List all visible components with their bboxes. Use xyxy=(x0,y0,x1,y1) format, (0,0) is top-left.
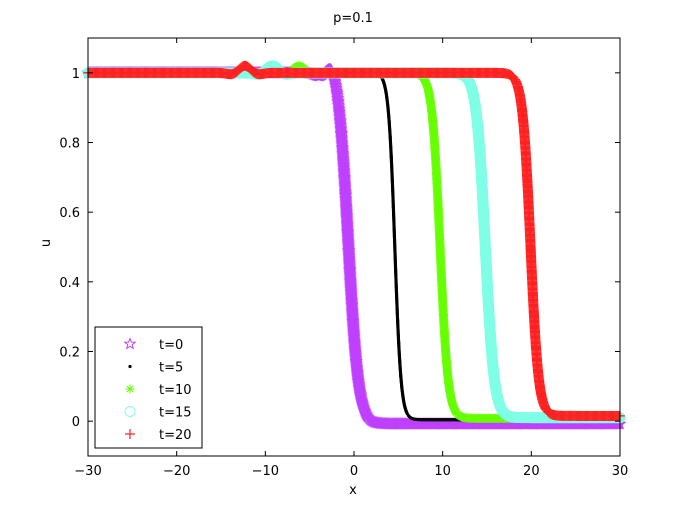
x-tick-label: 20 xyxy=(523,464,540,479)
x-tick-label: 30 xyxy=(612,464,629,479)
point-t-20 xyxy=(509,74,520,85)
legend-box xyxy=(94,326,203,449)
point-t-10 xyxy=(419,75,429,85)
x-tick-label: 10 xyxy=(434,464,451,479)
legend-marker xyxy=(125,429,135,439)
x-tick-label: 0 xyxy=(350,464,358,479)
y-tick-label: 0.6 xyxy=(59,206,80,221)
x-axis-label: x xyxy=(349,483,357,498)
legend-marker xyxy=(128,364,132,369)
series-t-20 xyxy=(83,60,625,421)
axes: −30 −20 −10 0 10 20 30 0 0.2 0.4 0.6 0.8 1 xyxy=(59,37,629,479)
x-tick-label: −30 xyxy=(74,464,101,479)
chart-title: p=0.1 xyxy=(333,11,373,26)
legend: t=0 t=5 t=10 t=15 t=20 xyxy=(94,326,203,449)
plot-area xyxy=(81,60,627,430)
y-tick-label: 1 xyxy=(72,67,80,82)
legend-marker xyxy=(124,406,136,417)
legend-label: t=15 xyxy=(159,406,192,421)
y-tick-label: 0.4 xyxy=(59,276,80,291)
y-tick-label: 0.2 xyxy=(59,346,80,361)
legend-label: t=5 xyxy=(159,361,183,376)
point-t-20 xyxy=(510,75,521,86)
legend-label: t=10 xyxy=(159,383,192,398)
legend-label: t=0 xyxy=(159,338,183,353)
y-axis-label: u xyxy=(39,239,54,247)
y-tick-label: 0 xyxy=(72,415,80,430)
x-tick-label: −10 xyxy=(252,464,279,479)
y-tick-label: 0.8 xyxy=(59,137,80,152)
legend-marker xyxy=(125,384,135,394)
x-tick-label: −20 xyxy=(163,464,190,479)
point-t-5 xyxy=(381,78,385,82)
legend-label: t=20 xyxy=(159,428,192,443)
legend-marker xyxy=(123,337,137,350)
